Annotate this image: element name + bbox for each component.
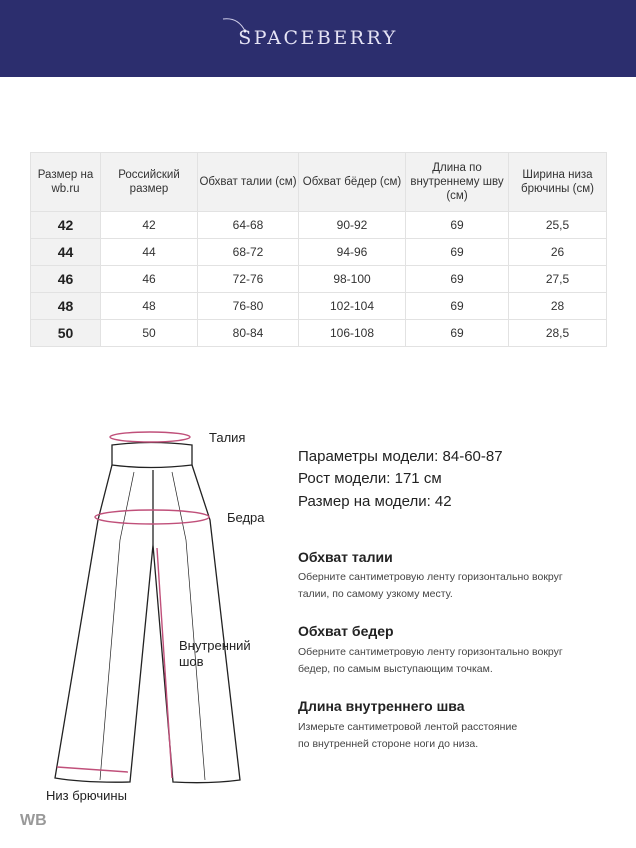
table-cell: 46 (100, 265, 198, 293)
table-cell: 106-108 (298, 319, 406, 347)
table-cell: 69 (405, 292, 509, 320)
guide-line: Оберните сантиметровую ленту горизонталь… (298, 646, 563, 658)
table-cell: 76-80 (197, 292, 299, 320)
table-cell: 94-96 (298, 238, 406, 266)
table-cell: 25,5 (508, 211, 607, 239)
table-cell: 27,5 (508, 265, 607, 293)
table-cell: 102-104 (298, 292, 406, 320)
shooting-star-icon (222, 18, 247, 33)
col-header: Размер на wb.ru (30, 152, 101, 212)
guide-title: Обхват бедер (298, 623, 394, 639)
model-size: Размер на модели: 42 (298, 493, 452, 510)
guide-line: бедер, по самым выступающим точкам. (298, 663, 493, 675)
guide-title: Обхват талии (298, 549, 393, 565)
size-value: 42 (434, 493, 452, 510)
table-row: 46 46 72-76 98-100 69 27,5 (30, 265, 607, 293)
inseam-measure (156, 547, 173, 779)
params-label: Параметры модели: (298, 448, 439, 465)
label-hips: Бедра (227, 510, 265, 525)
col-header: Длина по внутреннему шву (см) (405, 152, 509, 212)
waist-measure (109, 431, 191, 443)
table-cell: 72-76 (197, 265, 299, 293)
table-cell: 98-100 (298, 265, 406, 293)
hem-measure (56, 766, 129, 773)
table-cell: 42 (30, 211, 101, 239)
label-inseam-1: Внутренний (179, 638, 251, 653)
table-row: 42 42 64-68 90-92 69 25,5 (30, 211, 607, 239)
col-header: Ширина низа брючины (см) (508, 152, 607, 212)
guide-line: Измерьте сантиметровой лентой расстояние (298, 721, 518, 733)
col-header: Обхват талии (см) (197, 152, 299, 212)
table-cell: 69 (405, 265, 509, 293)
table-cell: 44 (30, 238, 101, 266)
guide-line: по внутренней стороне ноги до низа. (298, 738, 479, 750)
table-cell: 48 (30, 292, 101, 320)
pants-diagram (54, 431, 241, 784)
label-hem: Низ брючины (46, 788, 127, 803)
table-cell: 69 (405, 211, 509, 239)
label-waist: Талия (209, 430, 246, 445)
table-header-row: Размер на wb.ru Российский размер Обхват… (30, 152, 607, 212)
table-row: 48 48 76-80 102-104 69 28 (30, 292, 607, 320)
guide-text: Измерьте сантиметровой лентой расстояние… (298, 719, 598, 753)
table-cell: 50 (30, 319, 101, 347)
guide-text: Оберните сантиметровую ленту горизонталь… (298, 644, 598, 678)
brand-header: SPACEBERRY (0, 0, 636, 77)
table-cell: 28 (508, 292, 607, 320)
hips-measure (94, 509, 210, 525)
table-row: 50 50 80-84 106-108 69 28,5 (30, 319, 607, 347)
table-cell: 44 (100, 238, 198, 266)
waistband (111, 441, 193, 469)
table-cell: 80-84 (197, 319, 299, 347)
label-inseam-2: шов (179, 654, 204, 669)
table-cell: 68-72 (197, 238, 299, 266)
params-value: 84-60-87 (442, 448, 503, 465)
table-cell: 50 (100, 319, 198, 347)
height-label: Рост модели: (298, 470, 391, 487)
guide-line: Оберните сантиметровую ленту горизонталь… (298, 571, 563, 583)
table-cell: 46 (30, 265, 101, 293)
brand-logo: SPACEBERRY (238, 27, 398, 49)
model-height: Рост модели: 171 см (298, 470, 442, 487)
measure-lines (56, 431, 210, 779)
table-cell: 69 (405, 238, 509, 266)
guide-text: Оберните сантиметровую ленту горизонталь… (298, 569, 598, 603)
model-params: Параметры модели: 84-60-87 (298, 448, 503, 465)
guide-line: талии, по самому узкому месту. (298, 588, 453, 600)
height-value: 171 см (394, 470, 442, 487)
table-cell: 90-92 (298, 211, 406, 239)
table-cell: 69 (405, 319, 509, 347)
col-header: Обхват бёдер (см) (298, 152, 406, 212)
col-header: Российский размер (100, 152, 198, 212)
size-label: Размер на модели: (298, 493, 431, 510)
size-table: Размер на wb.ru Российский размер Обхват… (30, 152, 607, 347)
label-inseam: Внутренний шов (179, 638, 251, 670)
table-cell: 42 (100, 211, 198, 239)
table-row: 44 44 68-72 94-96 69 26 (30, 238, 607, 266)
table-cell: 26 (508, 238, 607, 266)
table-cell: 64-68 (197, 211, 299, 239)
table-cell: 28,5 (508, 319, 607, 347)
guide-title: Длина внутреннего шва (298, 698, 465, 714)
table-cell: 48 (100, 292, 198, 320)
watermark: WB (20, 812, 47, 829)
pants-outline (54, 464, 241, 784)
